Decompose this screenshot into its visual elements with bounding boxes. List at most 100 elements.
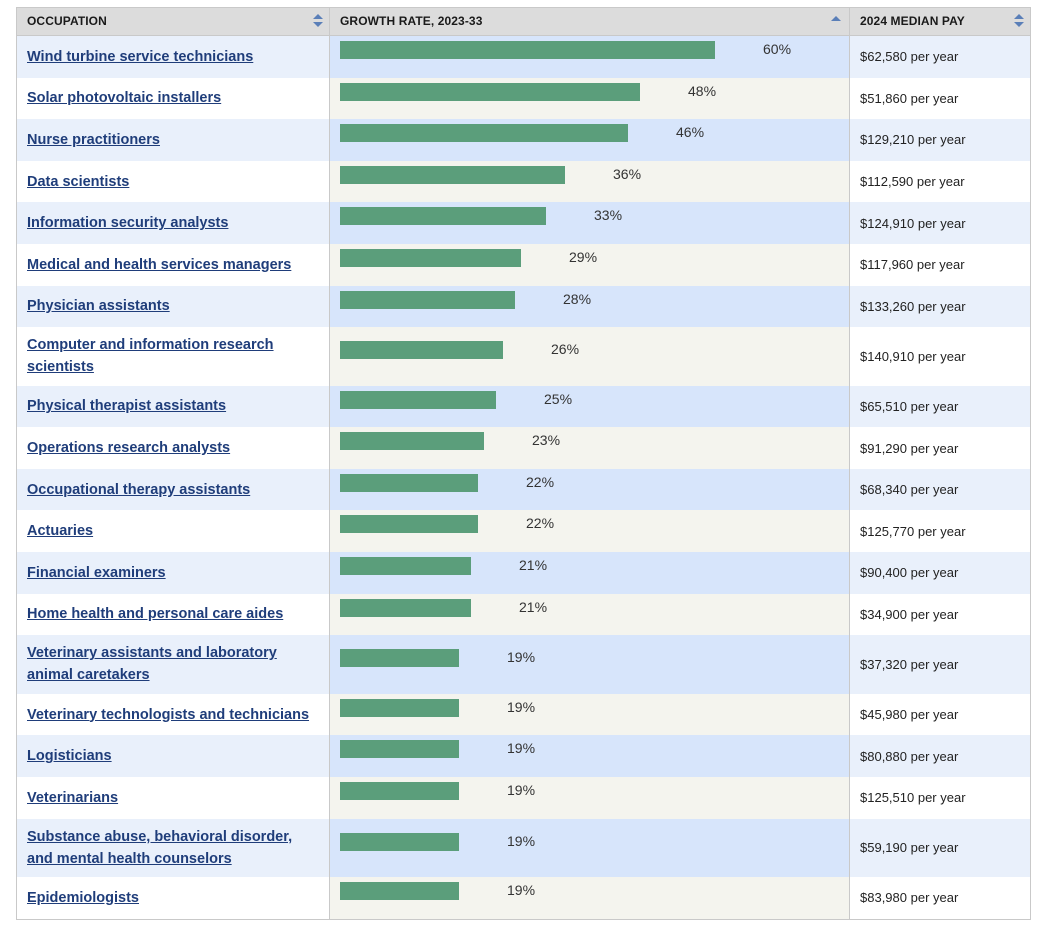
occupation-cell: Nurse practitioners (17, 119, 330, 161)
occupation-cell: Veterinary technologists and technicians (17, 693, 330, 736)
growth-bar (340, 473, 478, 492)
occupation-cell: Wind turbine service technicians (17, 36, 330, 78)
growth-cell: 29% (330, 243, 850, 286)
occupation-column-header[interactable]: OCCUPATION (17, 8, 330, 35)
growth-percent-label: 22% (526, 515, 555, 532)
occupation-cell: Actuaries (17, 510, 330, 553)
table-row: Medical and health services managers 29% $… (17, 243, 1030, 286)
growth-cell: 19% (330, 776, 850, 819)
occupation-link[interactable]: Epidemiologists (27, 889, 139, 906)
table-row: Substance abuse, behavioral disorder, an… (17, 818, 1030, 877)
growth-cell: 19% (330, 635, 850, 694)
median-pay-cell: $68,340 per year (850, 468, 1030, 511)
occupation-link[interactable]: Data scientists (27, 173, 130, 190)
occupation-link[interactable]: Physical therapist assistants (27, 398, 227, 415)
growth-percent-label: 36% (613, 165, 642, 182)
growth-percent-label: 19% (507, 698, 536, 715)
growth-bar (340, 124, 628, 143)
table-row: Occupational therapy assistants 22% $68,34… (17, 468, 1030, 511)
growth-cell: 19% (330, 818, 850, 877)
occupation-link[interactable]: Home health and personal care aides (27, 606, 284, 623)
occupation-cell: Operations research analysts (17, 427, 330, 469)
growth-cell: 19% (330, 693, 850, 736)
growth-cell: 19% (330, 735, 850, 777)
growth-bar (340, 290, 515, 309)
growth-percent-label: 19% (507, 882, 536, 898)
occupation-cell: Information security analysts (17, 202, 330, 244)
median-pay-cell: $45,980 per year (850, 693, 1030, 736)
occupation-cell: Solar photovoltaic installers (17, 77, 330, 120)
median-pay-cell: $124,910 per year (850, 202, 1030, 244)
occupation-link[interactable]: Computer and information research scient… (27, 337, 274, 376)
occupation-link[interactable]: Veterinary technologists and technicians (27, 706, 310, 723)
growth-percent-label: 19% (507, 649, 536, 666)
median-pay-cell: $59,190 per year (850, 818, 1030, 877)
occupation-link[interactable]: Veterinary assistants and laboratory ani… (27, 645, 277, 684)
occupation-link[interactable]: Solar photovoltaic installers (27, 90, 222, 107)
occupation-link[interactable]: Medical and health services managers (27, 256, 292, 273)
occupation-link[interactable]: Operations research analysts (27, 440, 231, 457)
pay-column-header[interactable]: 2024 MEDIAN PAY (850, 8, 1030, 35)
occupation-cell: Veterinary assistants and laboratory ani… (17, 635, 330, 694)
growth-cell: 33% (330, 202, 850, 244)
sort-both-icon[interactable] (313, 14, 323, 28)
table-row: Home health and personal care aides 21% $3… (17, 593, 1030, 636)
occupation-link[interactable]: Logisticians (27, 748, 112, 765)
growth-cell: 21% (330, 593, 850, 636)
table-row: Veterinarians 19% $125,510 per year (17, 776, 1030, 819)
occupation-header-label: OCCUPATION (27, 14, 107, 28)
occupation-cell: Epidemiologists (17, 877, 330, 919)
growth-cell: 19% (330, 877, 850, 919)
growth-cell: 36% (330, 160, 850, 203)
occupation-link[interactable]: Substance abuse, behavioral disorder, an… (27, 828, 293, 867)
occupation-link[interactable]: Actuaries (27, 523, 94, 540)
table-row: Veterinary assistants and laboratory ani… (17, 635, 1030, 694)
sort-both-icon[interactable] (1014, 14, 1024, 28)
table-row: Actuaries 22% $125,770 per year (17, 510, 1030, 553)
table-row: Data scientists 36% $112,590 per year (17, 160, 1030, 203)
occupation-cell: Logisticians (17, 735, 330, 777)
table-row: Operations research analysts 23% $91,290 p… (17, 427, 1030, 469)
growth-percent-label: 48% (688, 82, 717, 99)
table-row: Logisticians 19% $80,880 per year (17, 735, 1030, 777)
growth-bar (340, 248, 521, 267)
growth-cell: 21% (330, 552, 850, 594)
occupation-cell: Financial examiners (17, 552, 330, 594)
growth-cell: 48% (330, 77, 850, 120)
occupation-link[interactable]: Veterinarians (27, 789, 119, 806)
growth-bar (340, 740, 459, 759)
occupation-link[interactable]: Occupational therapy assistants (27, 481, 251, 498)
growth-percent-label: 60% (763, 41, 792, 57)
growth-cell: 46% (330, 119, 850, 161)
growth-percent-label: 19% (507, 740, 536, 757)
occupation-link[interactable]: Physician assistants (27, 298, 170, 315)
table-header: OCCUPATION GROWTH RATE, 2023-33 2024 MED… (17, 8, 1030, 36)
table-row: Physical therapist assistants 25% $65,510 … (17, 385, 1030, 428)
median-pay-cell: $80,880 per year (850, 735, 1030, 777)
pay-header-label: 2024 MEDIAN PAY (860, 14, 965, 28)
growth-percent-label: 25% (544, 390, 573, 407)
occupation-link[interactable]: Financial examiners (27, 564, 166, 581)
table-row: Computer and information research scient… (17, 327, 1030, 386)
growth-percent-label: 19% (507, 781, 536, 798)
occupation-link[interactable]: Information security analysts (27, 215, 229, 232)
growth-percent-label: 26% (551, 341, 580, 358)
occupation-link[interactable]: Wind turbine service technicians (27, 48, 254, 65)
growth-percent-label: 19% (507, 832, 536, 849)
occupation-link[interactable]: Nurse practitioners (27, 131, 160, 148)
growth-cell: 22% (330, 468, 850, 511)
growth-bar (340, 557, 471, 576)
growth-bar (340, 82, 640, 101)
sort-ascending-icon[interactable] (831, 16, 841, 21)
growth-percent-label: 33% (594, 207, 623, 224)
occupation-cell: Computer and information research scient… (17, 327, 330, 386)
growth-column-header[interactable]: GROWTH RATE, 2023-33 (330, 8, 850, 35)
growth-bar (340, 781, 459, 800)
growth-bar (340, 41, 715, 59)
occupation-cell: Substance abuse, behavioral disorder, an… (17, 818, 330, 877)
growth-bar (340, 432, 484, 451)
table-row: Wind turbine service technicians 60% $62,5… (17, 36, 1030, 78)
median-pay-cell: $117,960 per year (850, 243, 1030, 286)
median-pay-cell: $65,510 per year (850, 385, 1030, 428)
growth-bar (340, 649, 459, 668)
